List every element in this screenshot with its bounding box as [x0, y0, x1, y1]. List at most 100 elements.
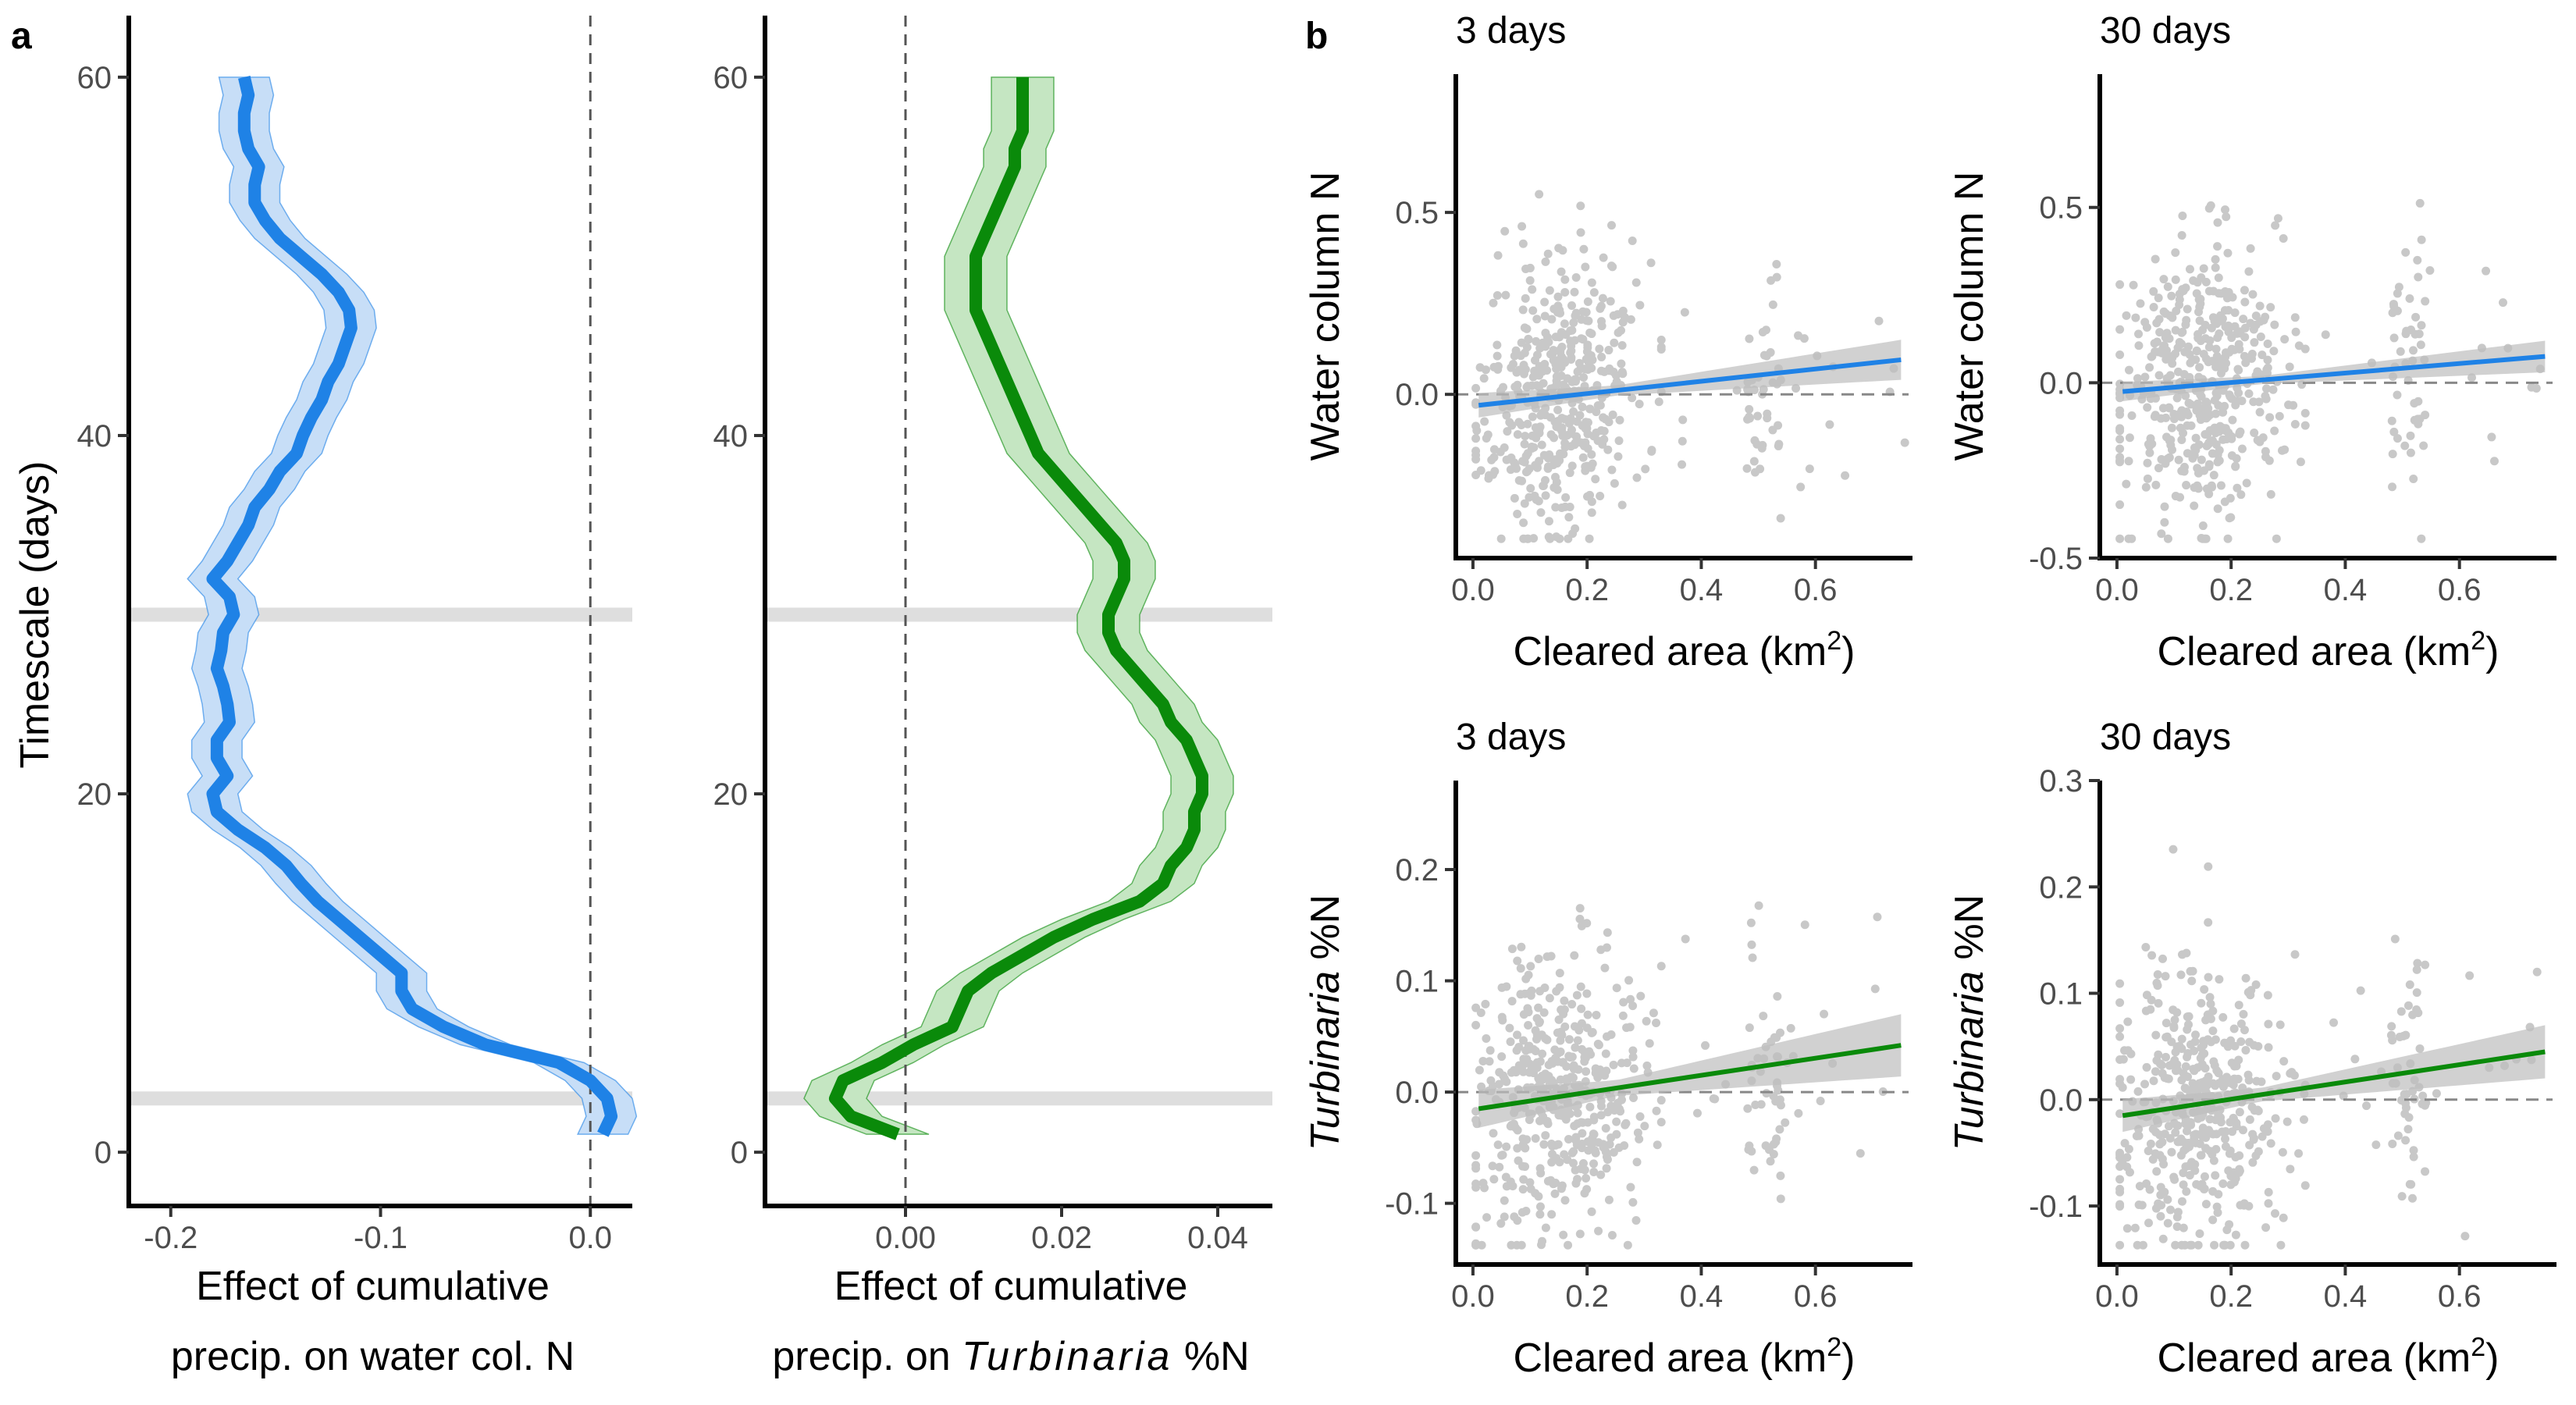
scatter-point: [1762, 351, 1771, 361]
scatter-point: [1602, 1032, 1611, 1041]
scatter-point: [2152, 978, 2161, 987]
scatter-point: [2390, 934, 2400, 944]
scatter-point: [2425, 265, 2435, 275]
x-tick-label: 0.0: [2095, 1279, 2139, 1314]
scatter-point: [2141, 482, 2151, 492]
scatter-point: [2138, 1240, 2147, 1250]
scatter-point: [1781, 1118, 1790, 1127]
scatter-point: [2244, 389, 2254, 398]
scatter-point: [1560, 319, 1569, 329]
scatter-point: [1541, 491, 1550, 500]
scatter-point: [1612, 984, 1621, 993]
scatter-point: [2134, 341, 2144, 350]
scatter-point: [1616, 1107, 1625, 1116]
scatter-point: [2183, 342, 2193, 351]
scatter-point: [2209, 286, 2218, 296]
scatter-point: [2130, 1223, 2140, 1232]
scatter-point: [1485, 1046, 1495, 1055]
scatter-point: [1588, 355, 1597, 365]
scatter-point: [2115, 1240, 2125, 1250]
scatter-point: [2296, 457, 2305, 467]
scatter-point: [2149, 1076, 2158, 1086]
scatter-point: [1749, 457, 1759, 466]
scatter-point: [1642, 1016, 1651, 1026]
x-tick-label: 0.0: [1451, 1279, 1495, 1314]
scatter-point: [1547, 1210, 1557, 1219]
scatter-point: [1628, 1197, 1638, 1207]
scatter-point: [1527, 986, 1536, 995]
scatter-point: [2208, 1026, 2218, 1036]
scatter-point: [2163, 282, 2172, 291]
scatter-point: [1555, 534, 1564, 543]
scatter-point: [2127, 411, 2137, 421]
scatter-point: [1786, 1023, 1795, 1033]
scatter-point: [1541, 257, 1550, 266]
highlight-band-day-30: [129, 607, 632, 622]
scatter-point: [1532, 315, 1542, 324]
scatter-point: [2163, 1218, 2172, 1228]
scatter-point: [2147, 951, 2157, 960]
scatter-point: [1518, 457, 1528, 466]
scatter-point: [1555, 333, 1564, 342]
scatter-point: [1596, 1111, 1606, 1120]
scatter-point: [2409, 1152, 2418, 1161]
scatter-point: [1709, 1094, 1718, 1103]
scatter-point: [1525, 276, 1535, 285]
scatter-point: [2275, 411, 2284, 421]
x-tick-label: 0.4: [1680, 573, 1724, 607]
scatter-point: [2115, 444, 2125, 454]
scatter-point: [2239, 315, 2248, 324]
scatter-point: [1577, 1019, 1586, 1028]
scatter-point: [2211, 389, 2221, 398]
scatter-point: [1519, 1036, 1528, 1045]
scatter-point: [2168, 359, 2177, 368]
scatter-point: [2223, 1078, 2233, 1087]
scatter-point: [1577, 1144, 1586, 1153]
scatter-point: [1578, 402, 1587, 411]
scatter-point: [2123, 1017, 2133, 1026]
scatter-point: [1495, 1162, 1504, 1172]
scatter-point: [2200, 1172, 2209, 1181]
scatter-point: [2290, 419, 2300, 429]
scatter-point: [2201, 1064, 2210, 1073]
scatter-point: [1567, 425, 1576, 435]
scatter-point: [1560, 275, 1570, 284]
scatter-point: [2418, 1091, 2428, 1101]
scatter-point: [2230, 322, 2240, 331]
scatter-point: [1560, 502, 1570, 511]
scatter-point: [2145, 363, 2154, 372]
scatter-point: [1701, 1040, 1710, 1050]
x-tick-label: -0.2: [144, 1221, 197, 1255]
scatter-point: [2175, 300, 2184, 309]
scatter-point: [2389, 427, 2399, 436]
scatter-point: [2272, 1072, 2281, 1081]
scatter-point: [2115, 410, 2125, 419]
scatter-point: [1576, 201, 1585, 211]
scatter-point: [2230, 308, 2240, 318]
scatter-point: [1635, 1134, 1644, 1144]
scatter-point: [2190, 501, 2199, 510]
scatter-point: [2218, 407, 2227, 417]
scatter-point: [1584, 1146, 1593, 1155]
scatter-point: [1518, 1061, 1528, 1070]
scatter-point: [1564, 1240, 1573, 1250]
scatter-point: [1570, 951, 1579, 960]
scatter-point: [1539, 1140, 1549, 1149]
scatter-point: [1516, 964, 1525, 973]
scatter-point: [2177, 1034, 2186, 1044]
scatter-point: [1550, 304, 1559, 314]
scatter-point: [1519, 518, 1528, 528]
scatter-point: [1774, 439, 1784, 449]
scatter-point: [1646, 258, 1656, 268]
scatter-point: [1493, 1140, 1503, 1150]
scatter-point: [2291, 327, 2300, 336]
scatter-point: [1532, 350, 1542, 360]
scatter-point: [1580, 1048, 1589, 1057]
scatter-point: [1600, 963, 1610, 973]
scatter-point: [1497, 1052, 1507, 1062]
scatter-point: [2266, 303, 2275, 312]
scatter-point: [2236, 1200, 2245, 1210]
scatter-point: [1582, 1067, 1591, 1076]
scatter-point: [2161, 1019, 2171, 1028]
scatter-point: [1652, 1019, 1661, 1028]
